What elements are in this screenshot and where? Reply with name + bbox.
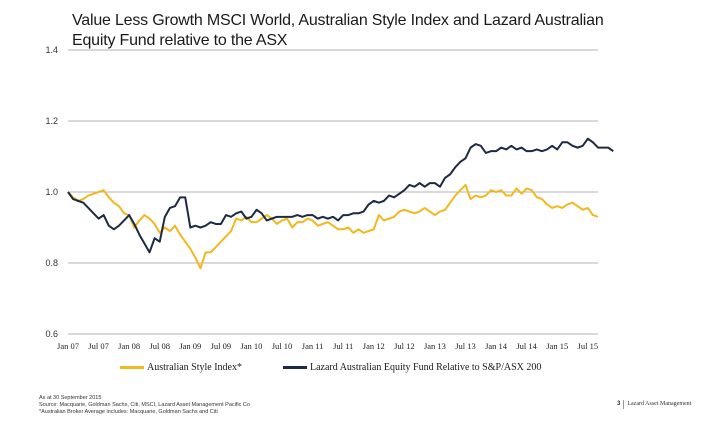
y-tick-label: 0.8 <box>45 258 58 268</box>
x-axis-ticks: Jan 07 Jul 07 Jan 08 Jul 08 Jan 09 Jul 09 Jan … <box>57 341 598 351</box>
footnote-source: Source: Macquarie, Goldman Sachs, Citi, … <box>39 402 250 408</box>
legend-item-australian-style-index: Australian Style Index* <box>120 362 242 373</box>
x-tick-label: Jul 12 <box>394 341 415 351</box>
legend-swatch-australian-style-index <box>120 366 144 369</box>
x-tick-label: Jul 10 <box>272 341 293 351</box>
x-tick-label: Jan 11 <box>302 341 324 351</box>
y-axis-ticks: 0.6 0.8 1.0 1.2 1.4 <box>45 45 58 339</box>
x-tick-label: Jan 15 <box>546 341 568 351</box>
chart-title: Value Less Growth MSCI World, Australian… <box>72 12 604 49</box>
page-number: 3 <box>617 401 621 407</box>
x-tick-label: Jul 11 <box>333 341 353 351</box>
footer-divider <box>623 399 625 409</box>
x-tick-label: Jan 12 <box>363 341 385 351</box>
page-footer: 3 Lazard Asset Management <box>617 399 691 409</box>
x-tick-label: Jul 14 <box>516 341 537 351</box>
footnote-broker-average: *Australian Broker Average includes: Mac… <box>39 409 218 415</box>
y-tick-label: 1.2 <box>45 116 58 126</box>
x-tick-label: Jul 15 <box>578 341 599 351</box>
legend-label: Australian Style Index* <box>147 362 242 373</box>
y-tick-label: 1.4 <box>45 45 58 55</box>
legend-item-lazard-fund: Lazard Australian Equity Fund Relative t… <box>283 362 541 373</box>
x-tick-label: Jul 09 <box>211 341 232 351</box>
footnote-date: As at 30 September 2015 <box>39 395 102 401</box>
series-line-lazard-fund <box>67 137 614 254</box>
y-tick-label: 0.6 <box>45 329 58 339</box>
x-tick-label: Jan 07 <box>57 341 79 351</box>
x-tick-label: Jan 09 <box>179 341 201 351</box>
series-lines <box>67 137 614 270</box>
series-line-australian-style-index <box>67 183 599 270</box>
legend-label: Lazard Australian Equity Fund Relative t… <box>310 362 542 373</box>
footnotes: As at 30 September 2015 Source: Macquari… <box>39 395 250 416</box>
y-tick-label: 1.0 <box>45 187 58 197</box>
brand-name: Lazard Asset Management <box>627 401 692 407</box>
legend-swatch-lazard-fund <box>283 366 307 369</box>
x-tick-label: Jul 07 <box>88 341 109 351</box>
x-tick-label: Jul 13 <box>455 341 476 351</box>
x-tick-label: Jan 08 <box>118 341 140 351</box>
x-tick-label: Jul 08 <box>149 341 170 351</box>
x-tick-label: Jan 13 <box>424 341 446 351</box>
x-tick-label: Jan 14 <box>485 341 508 351</box>
grid-lines <box>68 49 598 335</box>
x-tick-label: Jan 10 <box>240 341 262 351</box>
